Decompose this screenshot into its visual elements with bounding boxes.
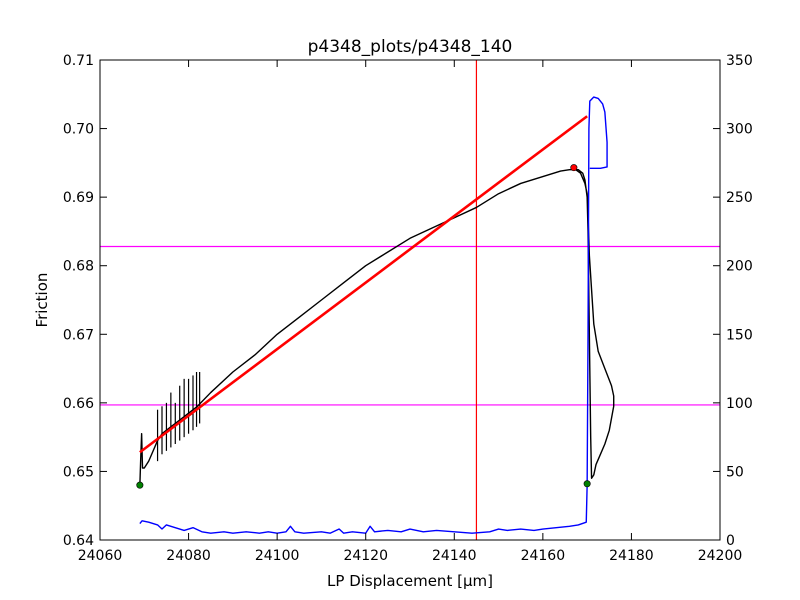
x-tick-label: 24080 — [166, 548, 211, 564]
y2-tick-label: 300 — [726, 122, 753, 138]
data-marker — [570, 164, 578, 172]
friction-series-line — [139, 167, 615, 486]
y-tick-label: 0.68 — [63, 259, 94, 275]
y2-tick-label: 0 — [726, 533, 735, 549]
x-tick-label: 24180 — [609, 548, 654, 564]
y-axis-label: Friction — [33, 273, 51, 328]
x-axis-label: LP Displacement [μm] — [327, 572, 493, 590]
x-tick-label: 24140 — [432, 548, 477, 564]
y2-tick-label: 50 — [726, 464, 744, 480]
x-tick-label: 24060 — [78, 548, 123, 564]
data-marker — [136, 481, 144, 489]
secondary-series-line — [139, 96, 608, 534]
x-tick-label: 24100 — [255, 548, 300, 564]
y-tick-label: 0.71 — [63, 53, 94, 69]
y-tick-label: 0.64 — [63, 533, 94, 549]
y2-tick-label: 350 — [726, 53, 753, 69]
y-tick-label: 0.65 — [63, 464, 94, 480]
chart-title: p4348_plots/p4348_140 — [308, 37, 513, 57]
y-tick-label: 0.70 — [63, 122, 94, 138]
data-marker — [583, 480, 591, 488]
y-tick-label: 0.67 — [63, 327, 94, 343]
y2-tick-label: 250 — [726, 190, 753, 206]
y2-tick-label: 200 — [726, 259, 753, 275]
y-tick-label: 0.69 — [63, 190, 94, 206]
x-tick-label: 24120 — [343, 548, 388, 564]
y-tick-label: 0.66 — [63, 396, 94, 412]
x-tick-label: 24160 — [521, 548, 566, 564]
linear-fit-line — [139, 115, 588, 454]
y2-tick-label: 150 — [726, 327, 753, 343]
plot-frame — [99, 59, 721, 541]
x-tick-label: 24200 — [698, 548, 743, 564]
ticks-layer: 24060 24080 24100 24120 24140 24160 24180 24200… — [63, 53, 753, 564]
y2-tick-label: 100 — [726, 396, 753, 412]
plot-area — [100, 60, 720, 540]
